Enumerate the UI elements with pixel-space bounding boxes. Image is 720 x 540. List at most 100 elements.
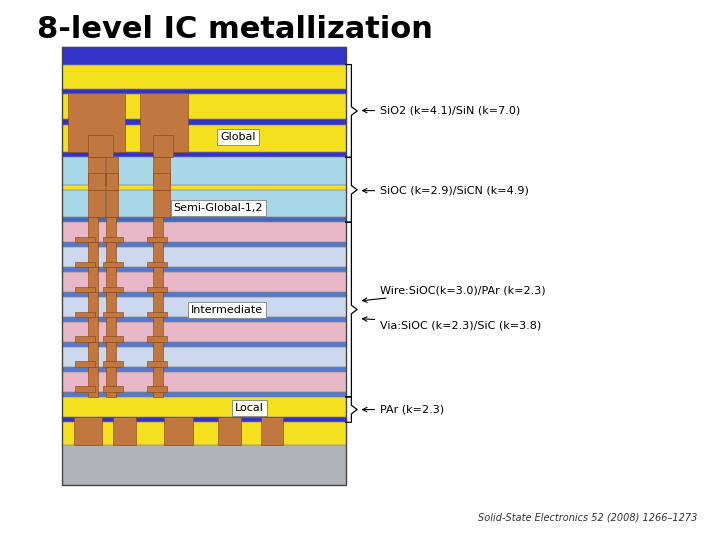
Bar [107,217,116,247]
Bar [88,317,98,347]
Bar [261,417,284,445]
Bar [113,417,136,445]
Bar [88,342,98,372]
Bar [148,312,167,317]
Bar [153,317,163,347]
Bar [107,157,117,185]
Bar [75,287,95,292]
Bar [63,392,346,397]
Bar [63,292,346,297]
Text: Semi-Global-1,2: Semi-Global-1,2 [174,202,263,213]
Bar [153,136,173,157]
Bar [63,272,346,292]
Bar [153,342,163,372]
Bar [63,267,346,272]
Bar [63,217,346,222]
Bar [75,312,95,317]
Bar [63,297,346,317]
Bar [75,336,95,342]
Bar [107,342,116,372]
Text: Local: Local [235,403,264,413]
Bar [63,119,346,125]
Bar [153,267,163,297]
Bar [88,173,105,190]
Bar [68,93,125,152]
Bar [75,361,95,367]
Bar [107,190,117,217]
Bar [104,387,123,392]
Bar [63,94,346,119]
Bar [104,336,123,342]
Bar [63,322,346,342]
Bar [107,267,116,297]
Bar [88,157,105,185]
Bar [107,317,116,347]
Bar [104,312,123,317]
Bar [63,47,346,485]
Bar [148,387,167,392]
Bar [104,261,123,267]
Bar [164,417,193,445]
Bar [63,242,346,247]
Bar [153,217,163,247]
Text: SiOC (k=2.9)/SiCN (k=4.9): SiOC (k=2.9)/SiCN (k=4.9) [363,186,529,195]
Bar [88,242,98,272]
Bar [107,173,117,190]
Bar [140,93,189,152]
Bar [63,125,346,152]
Bar [63,397,346,417]
Bar [148,237,167,242]
Bar [104,361,123,367]
Bar [63,417,346,422]
Text: Global: Global [220,132,256,142]
Bar [88,267,98,297]
Bar [63,317,346,322]
Bar [88,136,113,157]
Bar [148,361,167,367]
Bar [63,152,346,157]
Bar [75,387,95,392]
Bar [148,261,167,267]
Bar [153,292,163,322]
Bar [153,157,170,185]
Bar [148,336,167,342]
Bar [88,292,98,322]
Text: Solid-State Electronics 52 (2008) 1266–1273: Solid-State Electronics 52 (2008) 1266–1… [477,512,697,523]
Bar [63,185,346,190]
Bar [153,173,170,190]
Bar [153,242,163,272]
Bar [63,47,346,65]
Bar [63,65,346,89]
Bar [88,190,105,217]
Bar [63,342,346,347]
Bar [88,367,98,397]
Bar [63,247,346,267]
Bar [75,237,95,242]
Bar [63,347,346,367]
Text: PAr (k=2.3): PAr (k=2.3) [363,404,444,415]
Bar [63,222,346,242]
Bar [63,446,346,485]
Bar [107,292,116,322]
Bar [63,89,346,94]
Bar [75,261,95,267]
Bar [107,242,116,272]
Bar [63,367,346,372]
Bar [153,367,163,397]
Text: Wire:SiOC(k=3.0)/PAr (k=2.3): Wire:SiOC(k=3.0)/PAr (k=2.3) [363,285,546,302]
Bar [63,422,346,446]
Bar [63,157,346,185]
Bar [88,217,98,247]
Bar [104,237,123,242]
Bar [148,287,167,292]
Bar [104,287,123,292]
Text: SiO2 (k=4.1)/SiN (k=7.0): SiO2 (k=4.1)/SiN (k=7.0) [363,105,521,116]
Text: Intermediate: Intermediate [191,305,263,315]
Bar [63,372,346,391]
Text: 8-level IC metallization: 8-level IC metallization [37,15,433,44]
Bar [218,417,240,445]
Text: Via:SiOC (k=2.3)/SiC (k=3.8): Via:SiOC (k=2.3)/SiC (k=3.8) [363,317,541,330]
Bar [63,190,346,217]
Bar [153,190,170,217]
Bar [73,417,102,445]
